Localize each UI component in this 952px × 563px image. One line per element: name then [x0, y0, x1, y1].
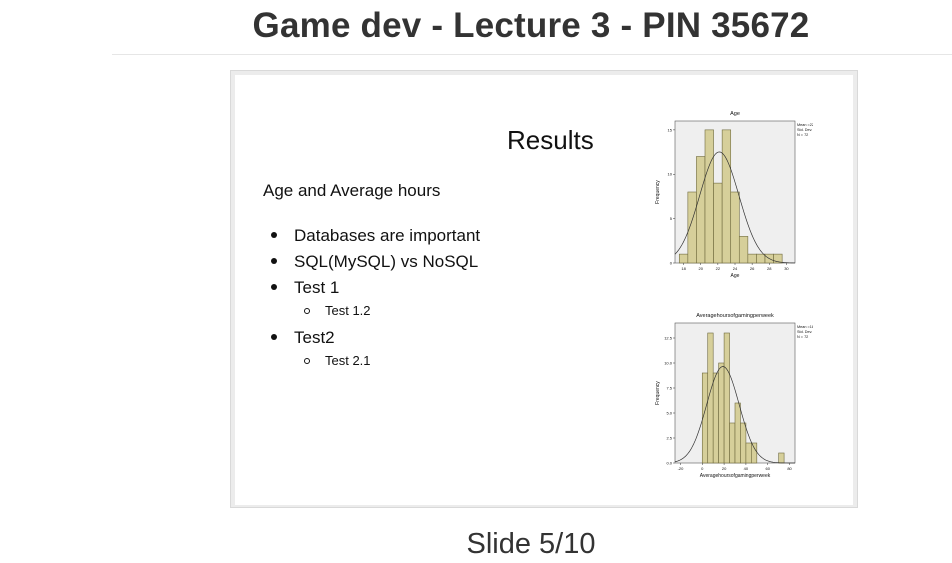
y-tick-label: 12.5 — [664, 335, 673, 340]
y-tick-label: 7.5 — [666, 385, 672, 390]
stats-label: N = 72 — [797, 335, 808, 339]
stats-label: Mean =18.93 — [797, 325, 813, 329]
histogram-bar — [696, 156, 706, 264]
bullet-item: Test 1 — [263, 275, 593, 301]
slide: Results Age and Average hours Databases … — [235, 75, 853, 505]
histogram-bar — [704, 129, 714, 264]
x-tick-label: 20 — [698, 266, 703, 271]
x-tick-label: 60 — [766, 466, 771, 471]
histogram-bar — [687, 191, 697, 264]
x-tick-label: 0 — [701, 466, 704, 471]
histogram-bar — [734, 402, 741, 464]
normal-curve — [674, 151, 796, 264]
histogram-bar — [756, 253, 766, 264]
y-tick-label: 10.0 — [664, 360, 673, 365]
histogram-bar — [747, 253, 757, 264]
bullet-item: Test2 — [263, 325, 593, 351]
histogram-bar — [678, 253, 689, 264]
histogram-bar — [718, 362, 725, 464]
header-divider — [112, 54, 952, 55]
x-tick-label: 40 — [744, 466, 749, 471]
x-axis-label: Averagehoursofgamingperweek — [700, 473, 771, 479]
x-tick-label: -20 — [678, 466, 685, 471]
histogram-bar — [730, 191, 740, 264]
gaming-hours-histogram-svg: Averagehoursofgamingperweek Mean =18.93St… — [655, 313, 813, 479]
slide-frame: Results Age and Average hours Databases … — [230, 70, 858, 508]
age-histogram: Age Mean =22.17Std. Dev. =2.295N = 72 18 20… — [645, 103, 813, 283]
histogram-bar — [712, 372, 719, 464]
histogram-bar — [773, 253, 783, 264]
y-tick-label: 15 — [668, 127, 673, 132]
y-tick-label: 5 — [670, 216, 673, 221]
x-tick-label: 30 — [784, 266, 789, 271]
x-tick-label: 26 — [750, 266, 755, 271]
x-tick-label: 22 — [716, 266, 721, 271]
stats-label: Std. Dev. =2.295 — [797, 128, 813, 132]
x-tick-label: 20 — [722, 466, 727, 471]
y-tick-label: 0 — [670, 260, 673, 265]
histogram-bar — [723, 332, 730, 464]
y-tick-label: 2.5 — [666, 435, 672, 440]
sub-bullet-item: Test 2.1 — [263, 351, 593, 371]
y-axis-label: Frequency — [655, 381, 661, 405]
chart-title: Averagehoursofgamingperweek — [696, 313, 774, 319]
page-title: Game dev - Lecture 3 - PIN 35672 — [252, 6, 810, 45]
gaming-hours-histogram: Averagehoursofgamingperweek Mean =18.93St… — [645, 297, 813, 489]
chart-title: Age — [730, 111, 740, 117]
y-axis-label: Frequency — [655, 180, 661, 204]
stats-label: Std. Dev. =14.889 — [797, 330, 813, 334]
histogram-bar — [745, 442, 752, 464]
normal-curve — [674, 366, 795, 464]
histogram-bar — [721, 129, 732, 264]
y-tick-label: 5.0 — [666, 410, 672, 415]
x-tick-label: 18 — [681, 266, 686, 271]
bullet-item: Databases are important — [263, 223, 593, 249]
histogram-bar — [738, 236, 749, 264]
y-tick-label: 0.0 — [666, 460, 672, 465]
slide-subtitle: Age and Average hours — [263, 181, 441, 200]
histogram-bar — [778, 452, 785, 464]
bullet-list: Databases are important SQL(MySQL) vs NoS… — [263, 223, 593, 375]
y-tick-label: 10 — [668, 172, 673, 177]
x-tick-label: 80 — [787, 466, 792, 471]
age-histogram-svg: Age Mean =22.17Std. Dev. =2.295N = 72 18 20… — [655, 111, 813, 279]
histogram-bar — [729, 422, 736, 464]
x-axis-label: Age — [731, 273, 740, 279]
x-tick-label: 24 — [733, 266, 738, 271]
bullet-item: SQL(MySQL) vs NoSQL — [263, 249, 593, 275]
histogram-bar — [751, 442, 758, 464]
x-tick-label: 28 — [767, 266, 772, 271]
histogram-bar — [713, 182, 723, 264]
slide-counter: Slide 5/10 — [466, 528, 596, 560]
slide-title: Results — [507, 125, 594, 155]
stats-label: Mean =22.17 — [797, 123, 813, 127]
sub-bullet-item: Test 1.2 — [263, 301, 593, 321]
stats-label: N = 72 — [797, 133, 808, 137]
histogram-bar — [740, 422, 747, 464]
